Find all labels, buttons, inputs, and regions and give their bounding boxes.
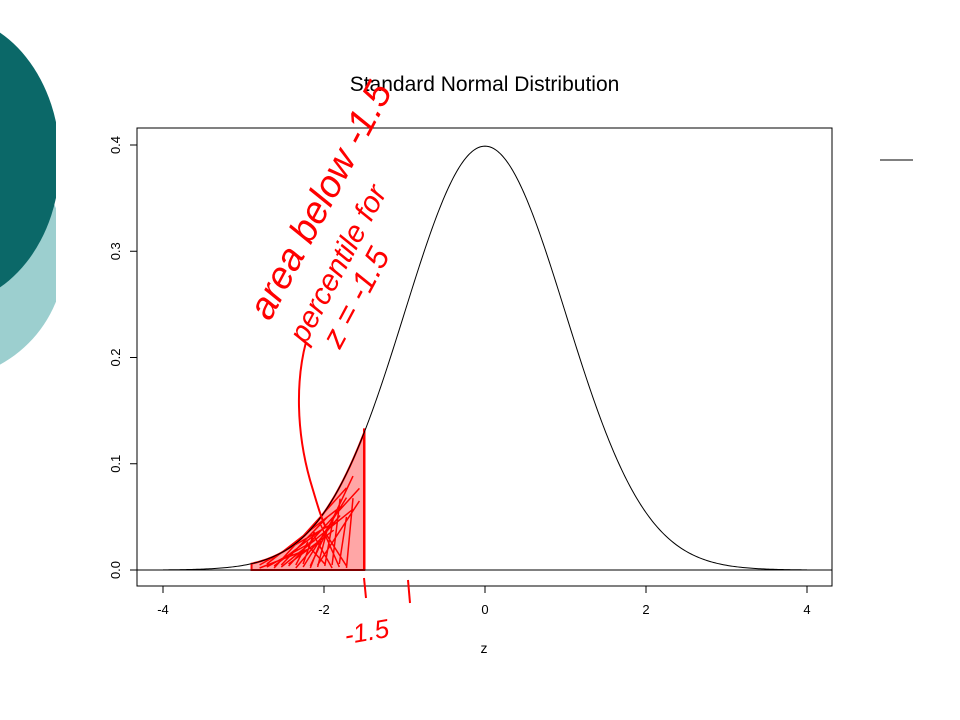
annotation-arrow <box>297 341 327 529</box>
dark-teal-circle <box>0 32 56 288</box>
x-tick-label: -2 <box>318 602 330 617</box>
chart-title: Standard Normal Distribution <box>349 73 620 96</box>
y-tick-label: 0.2 <box>108 348 123 366</box>
axes: -4 -2 0 2 4 0.0 0.1 0.2 0.3 0.4 <box>108 136 811 617</box>
plot-frame <box>136 127 833 587</box>
x-tick-label: 0 <box>481 602 488 617</box>
y-tick-label: 0.3 <box>108 242 123 260</box>
shade-scribble <box>259 475 361 569</box>
density-curve <box>162 145 808 571</box>
x-axis-label: z <box>481 640 488 656</box>
marker-tick-right <box>407 579 411 604</box>
x-tick-label: -4 <box>157 602 169 617</box>
x-tick-label: 2 <box>642 602 649 617</box>
series-layer <box>137 145 832 571</box>
x-tick-label: 4 <box>803 602 810 617</box>
marker-label: -1.5 <box>342 613 392 650</box>
y-tick-label: 0.0 <box>108 561 123 579</box>
shaded-area <box>250 428 366 571</box>
y-tick-label: 0.1 <box>108 455 123 473</box>
marker-tick-left <box>363 577 367 599</box>
y-tick-label: 0.4 <box>108 136 123 154</box>
